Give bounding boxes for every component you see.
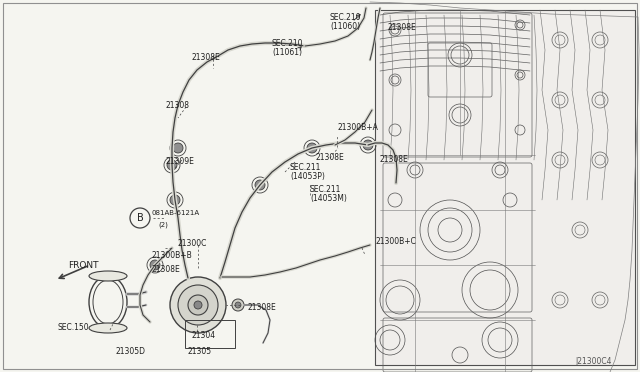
Text: SEC.210: SEC.210: [330, 13, 362, 22]
Text: FRONT: FRONT: [68, 261, 99, 270]
Text: 21308E: 21308E: [380, 155, 409, 164]
Circle shape: [255, 180, 265, 190]
Text: SEC.210: SEC.210: [272, 39, 303, 48]
Text: 21308: 21308: [165, 100, 189, 109]
Text: (14053P): (14053P): [290, 173, 325, 182]
Ellipse shape: [89, 323, 127, 333]
Circle shape: [170, 277, 226, 333]
Circle shape: [307, 143, 317, 153]
Text: 21308E: 21308E: [315, 154, 344, 163]
Text: 21305D: 21305D: [115, 347, 145, 356]
Text: (14053M): (14053M): [310, 195, 347, 203]
Text: 21308E: 21308E: [152, 266, 180, 275]
Text: (2): (2): [158, 222, 168, 228]
FancyBboxPatch shape: [375, 10, 635, 365]
Text: (11060): (11060): [330, 22, 360, 31]
Circle shape: [170, 195, 180, 205]
Text: SEC.150: SEC.150: [58, 324, 90, 333]
Circle shape: [150, 260, 160, 270]
Circle shape: [363, 140, 373, 150]
Text: 081AB-6121A: 081AB-6121A: [152, 210, 200, 216]
Text: SEC.211: SEC.211: [310, 186, 341, 195]
Text: 21300B+B: 21300B+B: [152, 251, 193, 260]
Text: (11061): (11061): [272, 48, 302, 57]
Circle shape: [173, 143, 183, 153]
Circle shape: [188, 295, 208, 315]
Circle shape: [167, 160, 177, 170]
Text: 21300B+C: 21300B+C: [375, 237, 416, 247]
Circle shape: [178, 285, 218, 325]
Text: 21300C: 21300C: [178, 238, 207, 247]
Text: SEC.211: SEC.211: [290, 164, 321, 173]
Text: 21304: 21304: [192, 330, 216, 340]
Circle shape: [194, 301, 202, 309]
Text: J21300C4: J21300C4: [575, 357, 611, 366]
Text: 21308E: 21308E: [192, 52, 221, 61]
Text: 21305: 21305: [188, 347, 212, 356]
Text: 21308E: 21308E: [248, 304, 276, 312]
Text: B: B: [136, 213, 143, 223]
Circle shape: [232, 299, 244, 311]
Text: 21308E: 21308E: [388, 23, 417, 32]
Text: 21300B+A: 21300B+A: [338, 124, 379, 132]
Ellipse shape: [89, 271, 127, 281]
Text: 21309E: 21309E: [165, 157, 194, 167]
Circle shape: [235, 302, 241, 308]
